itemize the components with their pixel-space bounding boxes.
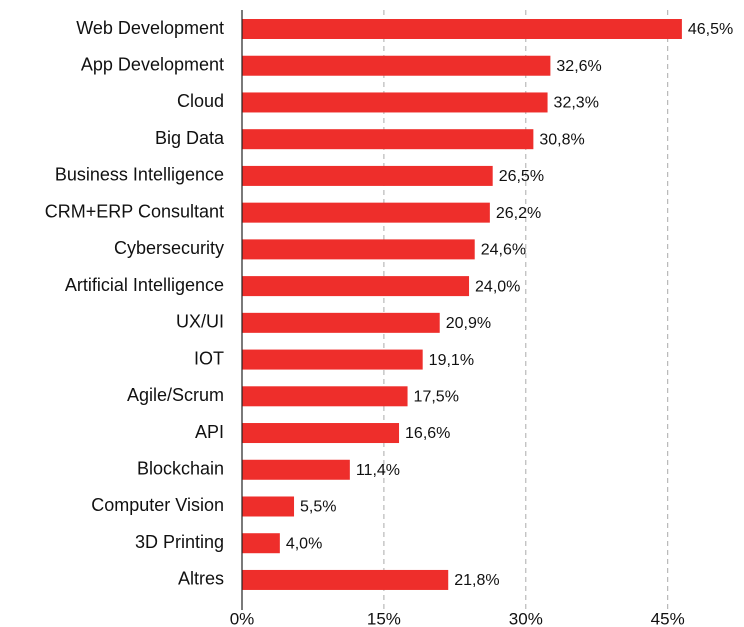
value-label: 11,4% xyxy=(356,462,400,479)
value-label: 30,8% xyxy=(539,131,584,148)
bar xyxy=(242,276,470,297)
category-label: Altres xyxy=(178,569,224,589)
bar xyxy=(242,19,682,39)
category-label: Artificial Intelligence xyxy=(65,275,224,295)
value-label: 26,5% xyxy=(499,168,544,185)
bar xyxy=(242,92,548,113)
x-tick-label: 0% xyxy=(230,609,255,627)
value-label: 20,9% xyxy=(446,315,491,332)
category-label: Web Development xyxy=(76,18,224,38)
value-label: 32,3% xyxy=(554,95,599,112)
bar xyxy=(242,569,449,590)
bar xyxy=(242,55,551,76)
bar xyxy=(242,533,280,554)
bar xyxy=(242,239,475,260)
bar xyxy=(242,386,408,407)
category-label: CRM+ERP Consultant xyxy=(45,201,224,221)
value-label: 17,5% xyxy=(414,389,459,406)
x-tick-label: 30% xyxy=(509,609,543,627)
category-label: IOT xyxy=(194,348,224,368)
category-label: UX/UI xyxy=(176,312,224,332)
category-label: App Development xyxy=(81,54,224,74)
bar xyxy=(242,459,350,480)
value-label: 19,1% xyxy=(429,352,474,369)
value-label: 32,6% xyxy=(556,58,601,75)
category-label: API xyxy=(195,422,224,442)
value-label: 24,0% xyxy=(475,278,520,295)
category-label: Business Intelligence xyxy=(55,165,224,185)
x-tick-label: 15% xyxy=(367,609,401,627)
x-tick-label: 45% xyxy=(651,609,685,627)
value-label: 24,6% xyxy=(481,242,526,259)
value-label: 5,5% xyxy=(300,499,336,516)
value-label: 16,6% xyxy=(405,425,450,442)
bar xyxy=(242,129,534,150)
category-label: Big Data xyxy=(155,128,225,148)
category-label: 3D Printing xyxy=(135,532,224,552)
bar xyxy=(242,496,295,517)
value-label: 4,0% xyxy=(286,535,322,552)
category-label: Cloud xyxy=(177,91,224,111)
category-label: Agile/Scrum xyxy=(127,385,224,405)
bar xyxy=(242,349,423,370)
bar xyxy=(242,165,493,186)
category-label: Blockchain xyxy=(137,459,224,479)
bar xyxy=(242,202,490,223)
value-label: 26,2% xyxy=(496,205,541,222)
value-label: 46,5% xyxy=(688,21,733,38)
bar xyxy=(242,423,400,444)
category-label: Cybersecurity xyxy=(114,238,224,258)
bar xyxy=(242,312,440,333)
value-label: 21,8% xyxy=(454,572,499,589)
category-label: Computer Vision xyxy=(91,495,224,515)
